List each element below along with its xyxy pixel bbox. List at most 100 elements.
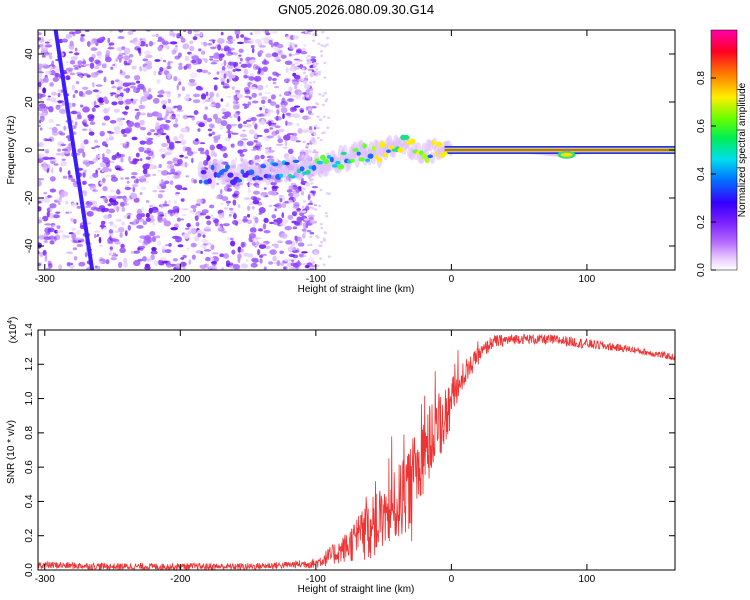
spectrogram-noise-blob [52,214,60,219]
spectrogram-noise-blob [248,182,252,188]
snr-ytick-label: 0.0 [24,563,35,577]
spectrogram-noise-blob [319,188,323,192]
spectrogram-noise-blob [323,44,327,48]
spectrogram-noise-blob [136,225,144,229]
spectrogram-noise-blob [76,71,82,75]
spectrogram-noise-blob [123,60,128,66]
spectrogram-noise-blob [232,193,238,197]
spectrogram-noise-blob [288,266,296,270]
spectrogram-noise-blob [246,258,249,263]
spectrogram-noise-blob [190,242,197,248]
spectrogram-noise-blob [204,58,208,64]
spectrogram-noise-blob [314,251,318,255]
spectrogram-noise-blob [139,158,143,162]
spectrogram-noise-blob [238,203,241,209]
spectrogram-ridge-blob [424,157,430,164]
spectrogram-noise-blob [214,102,221,109]
spectrogram-noise-blob [243,121,247,125]
spectrogram-noise-blob [162,203,170,207]
spectrogram-noise-blob [92,81,95,88]
spectrogram-noise-blob [60,89,64,93]
spectrogram-noise-blob [251,148,257,152]
spectrogram-noise-blob [68,264,76,269]
spectrogram-ridge-blob [260,164,267,169]
spectrogram-noise-blob [176,113,181,118]
spectrogram-noise-blob [238,61,242,64]
spectrogram-noise-blob [62,175,68,179]
spectrogram-noise-blob [294,44,298,48]
spectrogram-noise-blob [65,67,74,72]
spectrogram-noise-blob [320,44,324,47]
spectrogram-noise-blob [67,135,71,142]
spectrogram-noise-blob [82,58,86,61]
spectrogram-noise-blob [127,30,134,36]
spectrogram-noise-blob [97,54,102,59]
spectrogram-noise-blob [226,78,230,83]
spectrogram-noise-blob [230,237,234,241]
spectrogram-noise-blob [163,217,167,223]
spectrogram-noise-blob [198,48,202,52]
spectrogram-ridge-blob [207,178,212,184]
spectrogram-noise-blob [102,177,106,183]
spectrogram-noise-blob [89,62,95,69]
spectrogram-noise-blob [258,50,264,54]
spectrogram-noise-blob [246,213,251,218]
spectrogram-noise-blob [142,168,148,175]
spectrogram-noise-blob [116,47,123,51]
spectrogram-ridge-blob [240,169,245,175]
spectrogram-noise-blob [279,250,284,255]
spectrogram-noise-blob [38,81,42,88]
spectrogram-noise-blob [68,174,73,178]
spectrogram-noise-blob [217,38,225,45]
spectrogram-noise-blob [43,77,49,83]
spectrogram-noise-blob [205,215,211,220]
spectrogram-noise-blob [316,236,320,239]
spectrogram-noise-blob [289,106,296,112]
spectrogram-noise-blob [257,84,264,91]
spectrogram-noise-blob [108,168,112,172]
spectrogram-ridge-blob [374,154,379,160]
spectrogram-noise-blob [207,263,210,268]
spectrogram-noise-blob [256,114,262,117]
spectrogram-noise-blob [227,47,235,51]
spectrogram-noise-blob [243,197,251,201]
spectrogram-noise-blob [38,153,44,159]
spec-ytick-label: 40 [24,48,35,60]
spectrogram-ridge-blob [403,134,410,140]
spectrogram-noise-blob [231,249,236,255]
spectrogram-noise-blob [274,202,283,209]
spectrogram-noise-blob [277,138,283,143]
spectrogram-noise-blob [127,224,132,231]
spectrogram-noise-blob [102,153,105,159]
spectrogram-noise-blob [156,240,161,247]
spectrogram-noise-blob [38,219,43,224]
spectrogram-noise-blob [292,226,298,230]
spectrogram-ridge-blob [221,168,228,173]
spectrogram-noise-blob [267,190,275,196]
spectrogram-noise-blob [189,53,195,57]
spectrogram-noise-blob [272,81,277,85]
spectrogram-noise-blob [263,217,269,224]
spectrogram-noise-blob [243,74,248,79]
spectrogram-noise-blob [304,182,311,187]
spectrogram-noise-blob [140,186,147,191]
spectrogram-noise-blob [70,217,74,222]
spectrogram-noise-blob [248,233,257,239]
spectrogram-noise-blob [229,38,236,42]
spectrogram-noise-blob [208,133,213,137]
spectrogram-ridge-blob [431,140,436,146]
spectrogram-noise-blob [275,115,279,122]
spectrogram-noise-blob [237,115,241,122]
spectrogram-noise-blob [166,72,172,80]
spectrogram-noise-blob [285,120,288,126]
spectrogram-noise-blob [167,61,171,68]
spectrogram-noise-blob [159,123,167,130]
spectrogram-noise-blob [140,213,145,218]
spectrogram-noise-blob [172,258,178,262]
spectrogram-noise-blob [47,227,55,233]
spectrogram-noise-blob [271,214,277,219]
spectrogram-noise-blob [285,112,292,116]
spectrogram-noise-blob [77,148,84,154]
spectrogram-noise-blob [263,266,267,270]
spectrogram-noise-blob [78,90,84,97]
